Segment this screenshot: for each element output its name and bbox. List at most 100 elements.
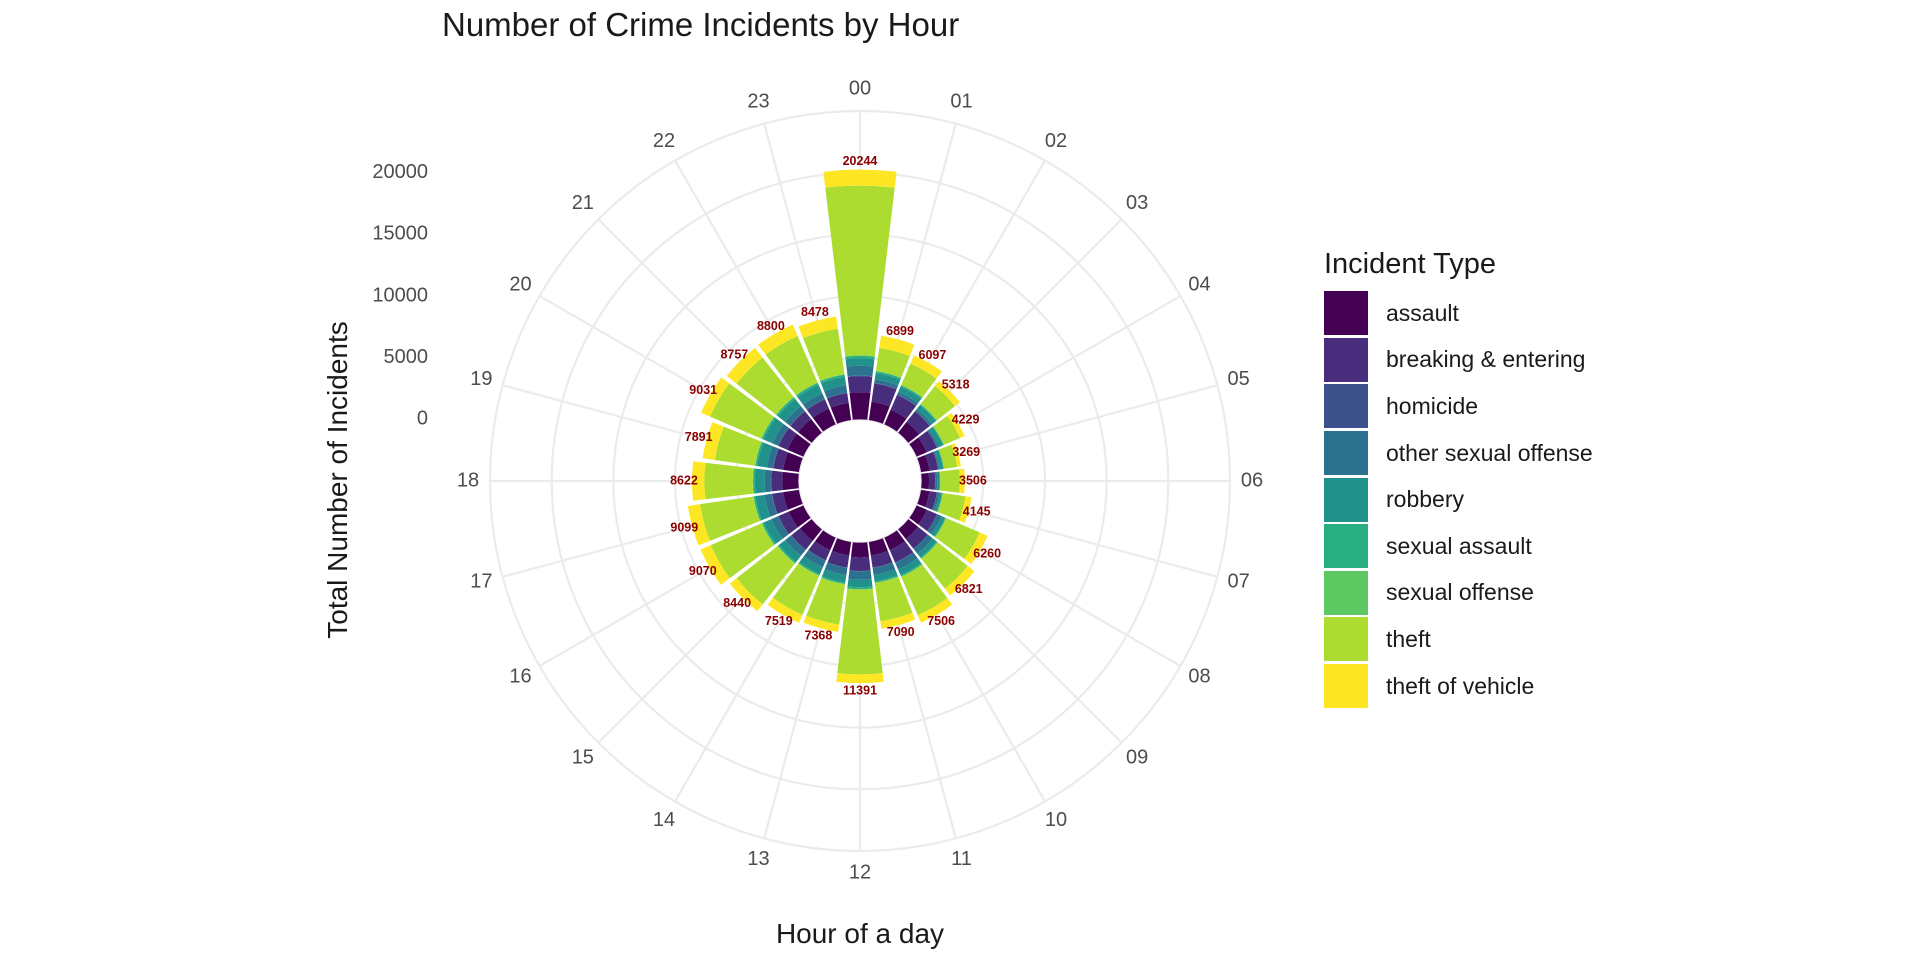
- bar-segment-other-sexual-offense-07: [932, 492, 940, 511]
- hour-tick-label-02: 02: [1045, 130, 1067, 152]
- total-label-15: 8440: [723, 596, 751, 610]
- bar-segment-assault-13: [832, 538, 852, 556]
- bar-segment-sexual-assault-07: [936, 492, 943, 512]
- bar-segment-theft-04: [933, 415, 961, 445]
- bar-segment-theft-07: [937, 493, 966, 521]
- bar-segment-theft-of-vehicle-16: [700, 545, 730, 585]
- grid-spoke: [919, 384, 1218, 467]
- bar-segment-homicide-22: [806, 399, 825, 410]
- bar-segment-homicide-06: [934, 472, 936, 490]
- bar-segment-robbery-08: [931, 516, 946, 537]
- bar-segment-assault-04: [909, 437, 927, 457]
- bar-segment-homicide-17: [771, 493, 778, 515]
- bar-segment-assault-06: [921, 472, 930, 490]
- bar-segment-assault-03: [898, 421, 920, 443]
- bar-segment-assault-20: [787, 433, 811, 457]
- axis-layer: 00 01 02 03 04 05 06 07 08 09 10 11 12 13 14 15 16 17 18 19…: [372, 77, 1263, 883]
- bar-segment-breaking-entering-18: [771, 470, 783, 492]
- bar-segment-theft-02: [901, 363, 937, 398]
- total-label-12: 11391: [843, 683, 877, 697]
- hour-tick-label-12: 12: [849, 861, 871, 883]
- total-label-04: 4229: [952, 412, 980, 426]
- bar-segment-sexual-assault-08: [934, 517, 947, 538]
- bar-segment-other-sexual-offense-00: [846, 365, 874, 377]
- bar-segment-robbery-01: [874, 373, 901, 386]
- grid-spoke: [919, 495, 1218, 578]
- bar-segment-breaking-entering-09: [905, 526, 928, 549]
- bar-segment-robbery-09: [917, 538, 937, 558]
- bar-segment-other-sexual-offense-21: [785, 406, 805, 426]
- bar-segment-assault-23: [830, 402, 852, 424]
- bar-segment-robbery-05: [934, 449, 944, 470]
- hour-tick-label-08: 08: [1188, 665, 1210, 687]
- bar-segment-sexual-assault-14: [798, 562, 820, 576]
- legend-swatch: [1324, 477, 1368, 522]
- bar-segment-theft-of-vehicle-23: [798, 316, 838, 339]
- bar-segment-other-sexual-offense-11: [872, 562, 896, 576]
- bar-segment-theft-10: [901, 564, 948, 616]
- bar-segment-sexual-offense-20: [761, 416, 775, 439]
- bar-segment-other-sexual-offense-22: [802, 393, 825, 410]
- bar-segment-theft-of-vehicle-00: [823, 169, 897, 188]
- bar-segment-breaking-entering-13: [827, 550, 850, 568]
- legend-swatch: [1324, 570, 1368, 615]
- y-tick-label: 10000: [372, 284, 428, 306]
- bar-segment-robbery-14: [799, 556, 823, 575]
- bar-segment-breaking-entering-00: [847, 376, 873, 393]
- hour-tick-label-06: 06: [1241, 469, 1263, 491]
- legend-item-sexual-assault: sexual assault: [1324, 523, 1593, 570]
- bar-segment-other-sexual-offense-20: [772, 423, 789, 446]
- bar-segment-assault-14: [814, 530, 836, 551]
- legend-label: theft of vehicle: [1386, 672, 1535, 699]
- bar-segment-homicide-01: [874, 382, 897, 390]
- legend-item-assault: assault: [1324, 290, 1593, 337]
- bar-segment-theft-11: [874, 576, 913, 622]
- bar-segment-breaking-entering-01: [871, 383, 897, 407]
- bar-segment-theft-of-vehicle-14: [767, 597, 803, 623]
- bar-segment-other-sexual-offense-16: [771, 516, 789, 539]
- bar-segment-breaking-entering-22: [806, 399, 829, 418]
- bar-segment-sexual-assault-15: [777, 544, 797, 564]
- bar-segment-other-sexual-offense-02: [897, 391, 919, 406]
- bar-segment-theft-20: [710, 383, 774, 439]
- hour-tick-label-18: 18: [457, 469, 479, 491]
- bar-segment-theft-of-vehicle-09: [944, 565, 975, 596]
- legend-items: assault breaking & entering homicide other …: [1324, 290, 1593, 709]
- legend-label: sexual offense: [1386, 579, 1534, 606]
- bar-segment-sexual-offense-16: [761, 523, 775, 546]
- bar-segment-robbery-02: [898, 386, 922, 404]
- legend-label: homicide: [1386, 392, 1479, 419]
- bar-segment-sexual-assault-20: [761, 416, 776, 440]
- total-label-05: 3269: [952, 445, 980, 459]
- bar-segment-theft-of-vehicle-07: [959, 496, 972, 523]
- bar-segment-theft-12: [837, 588, 883, 675]
- bar-segment-robbery-04: [928, 426, 943, 448]
- bar-segment-robbery-00: [845, 358, 875, 367]
- bar-segment-assault-21: [798, 419, 822, 443]
- bar-segment-assault-02: [884, 409, 907, 432]
- bar-segment-robbery-15: [778, 539, 802, 563]
- bar-segment-theft-of-vehicle-01: [879, 335, 915, 357]
- bar-segment-homicide-20: [778, 427, 789, 446]
- bar-segment-theft-of-vehicle-15: [729, 578, 763, 612]
- total-label-14: 7519: [765, 614, 793, 628]
- bar-segment-theft-06: [939, 469, 960, 493]
- bar-segment-robbery-17: [755, 494, 771, 521]
- legend-item-theft-of-vehicle: theft of vehicle: [1324, 663, 1593, 710]
- bar-segment-robbery-07: [934, 492, 942, 512]
- total-label-20: 9031: [689, 383, 717, 397]
- bar-segment-breaking-entering-10: [889, 541, 914, 563]
- total-label-22: 8800: [757, 319, 785, 333]
- bar-segment-theft-of-vehicle-18: [691, 461, 706, 501]
- bar-segment-sexual-assault-03: [919, 404, 937, 422]
- bar-segment-sexual-assault-16: [761, 522, 776, 545]
- hour-tick-label-21: 21: [572, 192, 594, 214]
- legend-item-breaking-entering: breaking & entering: [1324, 337, 1593, 384]
- bar-segment-breaking-entering-02: [890, 394, 917, 419]
- total-label-17: 9099: [670, 520, 698, 534]
- bar-segment-sexual-assault-02: [900, 385, 923, 399]
- chart-title: Number of Crime Incidents by Hour: [442, 6, 960, 43]
- bar-segment-theft-01: [875, 347, 910, 378]
- label-layer: 20244 6899 6097 5318 4229 3269 3506 4145 6260 682…: [670, 154, 1001, 697]
- legend-swatch: [1324, 431, 1368, 476]
